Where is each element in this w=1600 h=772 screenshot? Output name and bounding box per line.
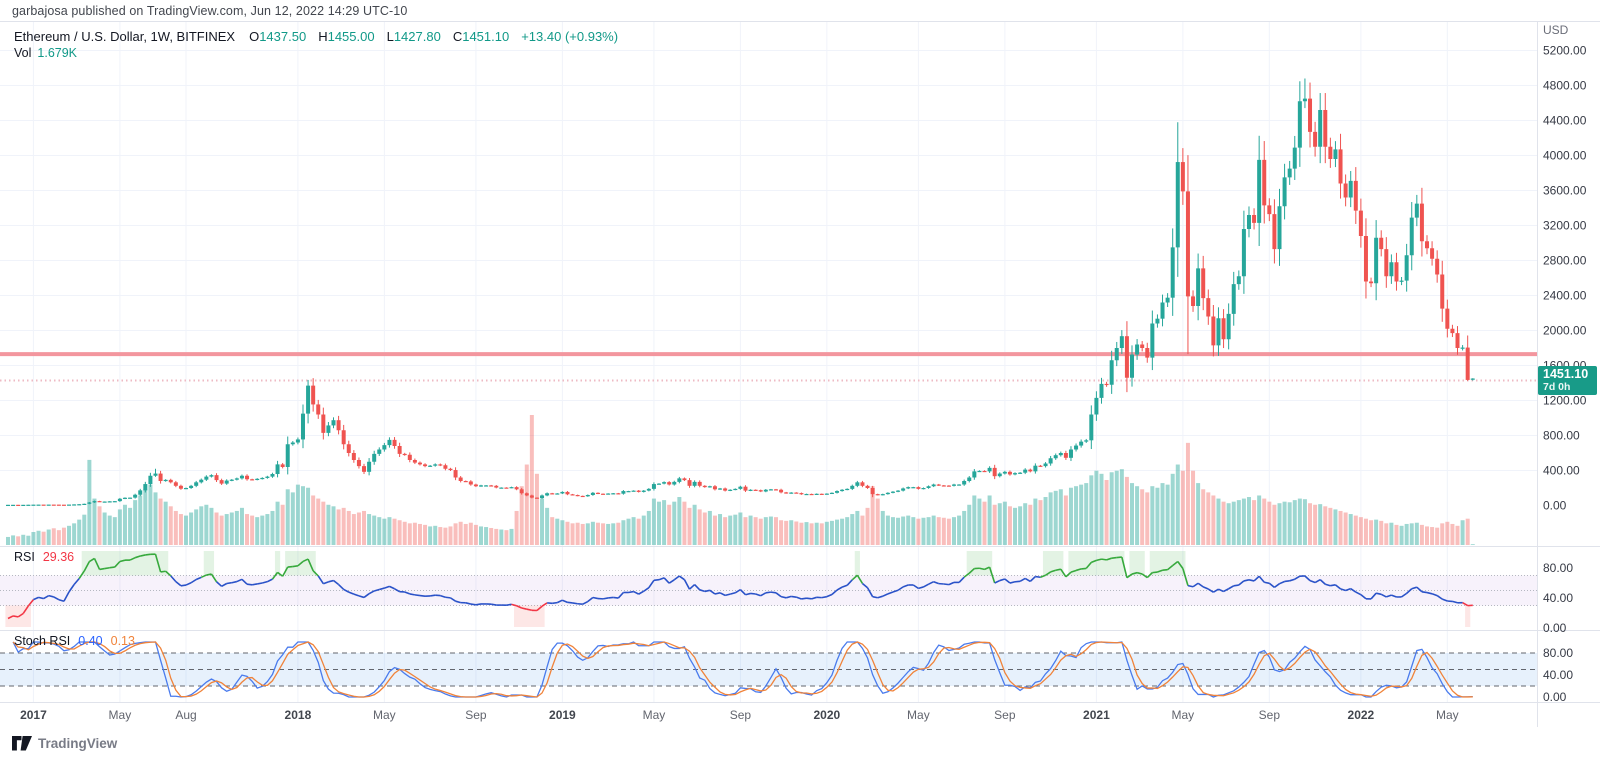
price-tick-label: 4800.00 xyxy=(1543,79,1587,93)
price-tick-label: 5200.00 xyxy=(1543,44,1587,58)
time-tick-label: May xyxy=(1172,708,1195,722)
time-tick-label: 2019 xyxy=(549,708,576,722)
price-tick-label: 400.00 xyxy=(1543,464,1580,478)
stoch-tick-label: 0.00 xyxy=(1543,690,1567,704)
ohlc-close: C1451.10 xyxy=(452,29,510,44)
time-tick-label: May xyxy=(643,708,666,722)
symbol-header: Ethereum / U.S. Dollar, 1W, BITFINEX O143… xyxy=(14,29,618,44)
rsi-value: 29.36 xyxy=(42,550,75,564)
ohlc-low: L1427.80 xyxy=(386,29,441,44)
volume-legend: Vol 1.679K xyxy=(14,46,77,60)
rsi-tick-label: 0.00 xyxy=(1543,621,1567,635)
volume-layer xyxy=(6,415,1475,545)
price-tick-label: 3600.00 xyxy=(1543,184,1587,198)
price-tick-label: 3200.00 xyxy=(1543,219,1587,233)
price-tick-label: 800.00 xyxy=(1543,429,1580,443)
price-axis-currency: USD xyxy=(1543,23,1569,37)
status-text: garbajosa published on TradingView.com, … xyxy=(12,4,408,18)
axis-labels-layer: USD0.00400.00800.001200.001600.002000.00… xyxy=(20,23,1587,722)
stoch-k-value: 0.40 xyxy=(78,634,103,648)
badge-countdown: 7d 0h xyxy=(1543,380,1571,393)
price-tick-label: 2400.00 xyxy=(1543,289,1587,303)
ohlc-open: O1437.50 xyxy=(249,29,307,44)
price-tick-label: 0.00 xyxy=(1543,499,1567,513)
tv-logo-text: TradingView xyxy=(38,736,118,751)
stoch-rsi-layer xyxy=(0,641,1537,698)
rsi-layer xyxy=(0,551,1537,627)
badge-price: 1451.10 xyxy=(1543,367,1589,381)
rsi-legend: RSI 29.36 xyxy=(14,550,74,564)
stoch-rsi-label: Stoch RSI xyxy=(14,634,71,648)
time-tick-label: Sep xyxy=(730,708,752,722)
pane-separators xyxy=(0,22,1600,727)
time-tick-label: 2018 xyxy=(285,708,312,722)
time-tick-label: Aug xyxy=(175,708,196,722)
current-price-badge: 1451.10 7d 0h xyxy=(1538,366,1597,396)
volume-label: Vol xyxy=(14,46,32,60)
tv-logo-icon xyxy=(12,736,32,751)
time-tick-label: 2017 xyxy=(20,708,47,722)
time-tick-label: 2020 xyxy=(813,708,840,722)
price-level-lines[interactable] xyxy=(0,352,1537,382)
time-tick-label: Sep xyxy=(994,708,1016,722)
volume-value: 1.679K xyxy=(37,46,78,60)
rsi-tick-label: 40.00 xyxy=(1543,591,1573,605)
candles-layer xyxy=(6,78,1475,507)
price-tick-label: 4400.00 xyxy=(1543,114,1587,128)
time-tick-label: 2021 xyxy=(1083,708,1110,722)
time-tick-label: 2022 xyxy=(1348,708,1375,722)
stoch-d-value: 0.13 xyxy=(110,634,135,648)
rsi-tick-label: 80.00 xyxy=(1543,561,1573,575)
time-tick-label: May xyxy=(109,708,132,722)
stoch-rsi-legend: Stoch RSI 0.40 0.13 xyxy=(14,634,135,648)
time-tick-label: May xyxy=(907,708,930,722)
stoch-tick-label: 40.00 xyxy=(1543,668,1573,682)
time-tick-label: Sep xyxy=(1259,708,1281,722)
price-tick-label: 2000.00 xyxy=(1543,324,1587,338)
status-bar: garbajosa published on TradingView.com, … xyxy=(0,0,1600,22)
price-tick-label: 4000.00 xyxy=(1543,149,1587,163)
symbol-title[interactable]: Ethereum / U.S. Dollar, 1W, BITFINEX xyxy=(14,29,236,44)
time-tick-label: Sep xyxy=(465,708,487,722)
change-value: +13.40 (+0.93%) xyxy=(521,29,619,44)
time-tick-label: May xyxy=(373,708,396,722)
ohlc-high: H1455.00 xyxy=(318,29,375,44)
tradingview-logo[interactable]: TradingView xyxy=(12,736,117,751)
grid-layer xyxy=(0,22,1537,702)
stoch-tick-label: 80.00 xyxy=(1543,646,1573,660)
time-tick-label: May xyxy=(1436,708,1459,722)
rsi-label: RSI xyxy=(14,550,35,564)
price-tick-label: 2800.00 xyxy=(1543,254,1587,268)
price-tick-label: 1200.00 xyxy=(1543,394,1587,408)
